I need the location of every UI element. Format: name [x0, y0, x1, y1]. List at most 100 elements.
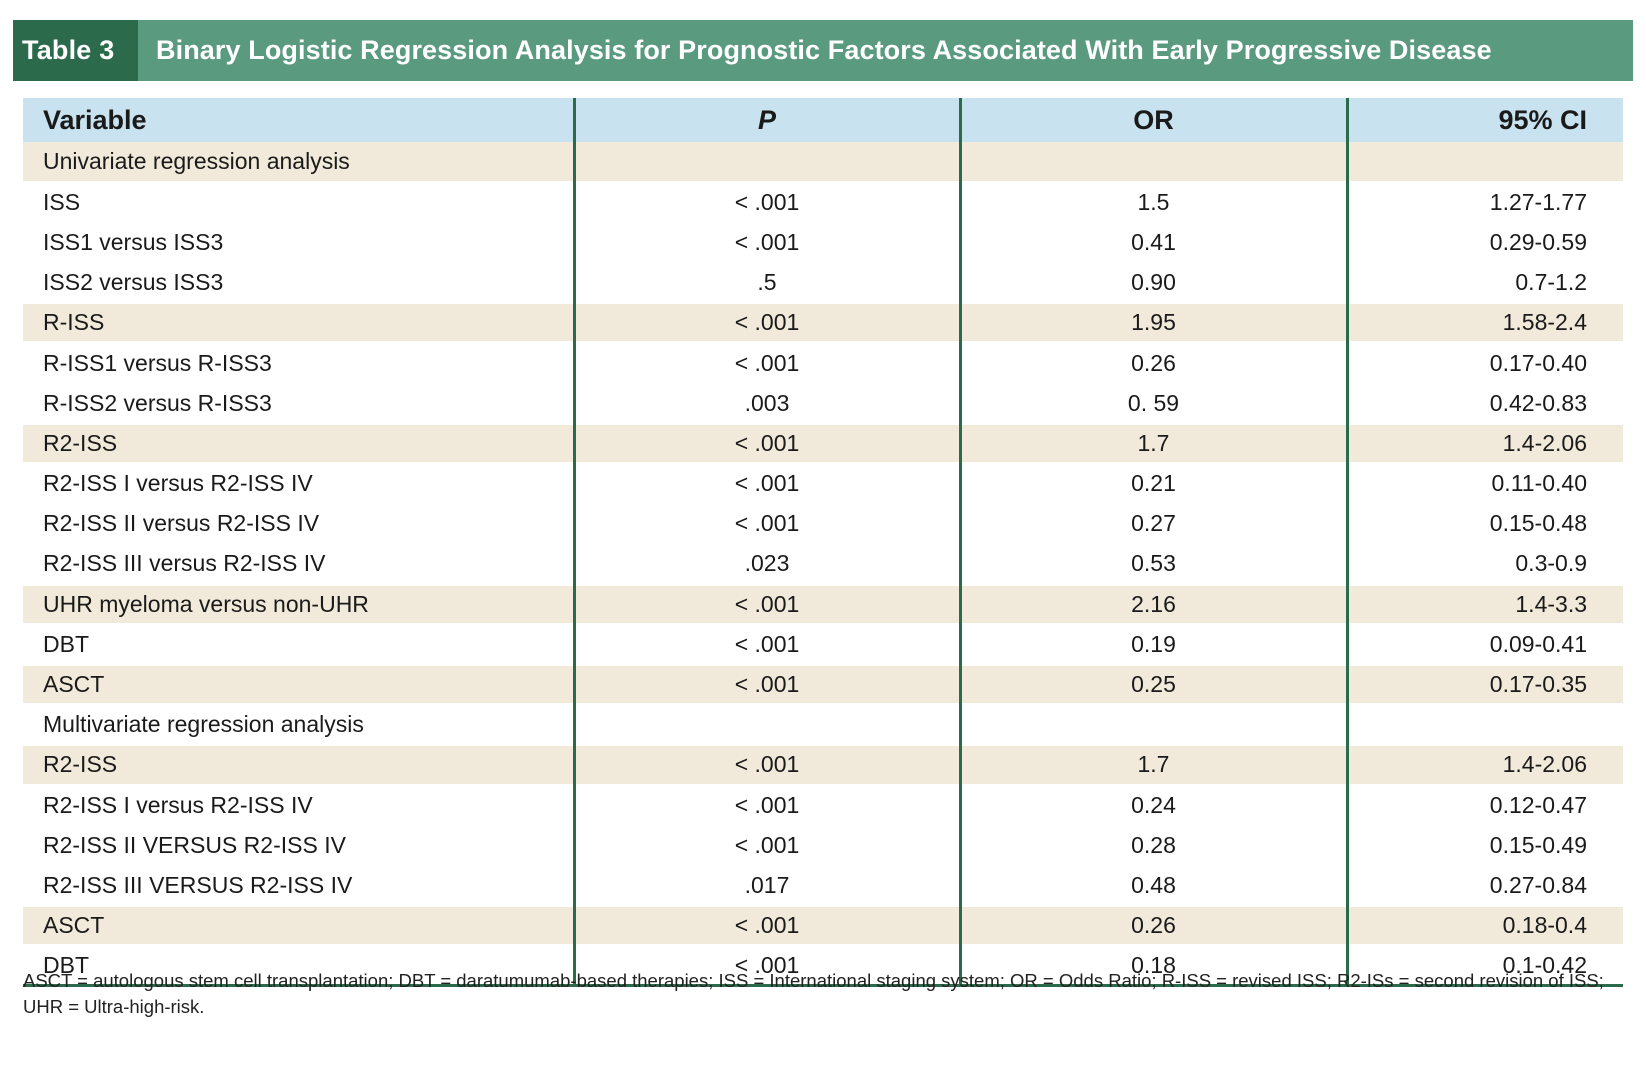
cell-p-value: .017: [574, 865, 962, 906]
cell-variable: R2-ISS: [23, 744, 576, 785]
cell-odds-ratio: 1.7: [960, 423, 1349, 464]
cell-confidence-interval: 0.12-0.47: [1489, 791, 1587, 818]
table-row: R-ISS2 versus R-ISS3.003 0. 59 0.42-0.83: [23, 383, 1623, 424]
cell-confidence-interval: 0.18-0.4: [1502, 912, 1587, 939]
table-body: Univariate regression analysis ISS < .001 1…: [23, 142, 1623, 988]
cell-p-value: < .001: [574, 302, 962, 343]
table-row: R2-ISS < .001 1.7 1.4-2.06: [23, 423, 1623, 464]
table-title-bar: Table 3 Binary Logistic Regression Analy…: [13, 20, 1633, 81]
table-row: R-ISS < .001 1.95 1.58-2.4: [23, 302, 1623, 343]
cell-odds-ratio: 0.26: [960, 342, 1349, 384]
cell-confidence-interval: 0.3-0.9: [1515, 550, 1587, 577]
table-row: R2-ISS I versus R2-ISS IV < .001 0.21 0.11-…: [23, 463, 1623, 504]
cell-p-value: < .001: [574, 785, 962, 826]
cell-confidence-interval: 0.11-0.40: [1491, 470, 1587, 497]
cell-p-value: < .001: [574, 584, 962, 625]
cell-confidence-interval: 1.4-3.3: [1515, 590, 1587, 617]
cell-variable: ISS2 versus ISS3: [23, 262, 576, 303]
cell-variable: R2-ISS I versus R2-ISS IV: [23, 785, 576, 826]
cell-confidence-interval: 0.42-0.83: [1489, 389, 1587, 416]
table-row: DBT < .001 0.19 0.09-0.41: [23, 624, 1623, 665]
cell-variable: Univariate regression analysis: [23, 142, 576, 183]
cell-variable: ASCT: [23, 905, 576, 946]
cell-confidence-interval: 0.27-0.84: [1489, 871, 1587, 898]
cell-odds-ratio: 0.53: [960, 543, 1349, 585]
cell-p-value: .003: [574, 383, 962, 424]
cell-p-value: .5: [574, 262, 962, 303]
cell-confidence-interval: 0.15-0.48: [1489, 510, 1587, 537]
table-header-row: Variable P OR 95% CI: [23, 98, 1623, 142]
cell-confidence-interval: 1.27-1.77: [1489, 188, 1587, 215]
cell-odds-ratio: 0.24: [960, 785, 1349, 826]
cell-p-value: [574, 704, 962, 745]
column-header-or: OR: [960, 98, 1349, 142]
column-header-p: P: [574, 98, 962, 142]
cell-p-value: < .001: [574, 342, 962, 384]
cell-variable: R2-ISS III versus R2-ISS IV: [23, 543, 576, 585]
cell-confidence-interval: 1.4-2.06: [1502, 429, 1587, 456]
cell-p-value: < .001: [574, 664, 962, 705]
cell-p-value: < .001: [574, 222, 962, 263]
cell-odds-ratio: 0.18: [960, 945, 1349, 988]
table-row: ASCT < .001 0.26 0.18-0.4: [23, 905, 1623, 946]
table-row: R2-ISS II versus R2-ISS IV < .001 0.27 0.15…: [23, 503, 1623, 544]
cell-odds-ratio: 1.5: [960, 182, 1349, 223]
cell-confidence-interval: 0.29-0.59: [1489, 228, 1587, 255]
cell-odds-ratio: [960, 704, 1349, 745]
cell-odds-ratio: 0.48: [960, 865, 1349, 906]
cell-p-value: < .001: [574, 905, 962, 946]
cell-variable: DBT: [23, 624, 576, 665]
cell-variable: ISS: [23, 182, 576, 223]
cell-p-value: .023: [574, 543, 962, 585]
cell-odds-ratio: 0.26: [960, 905, 1349, 946]
table-title: Binary Logistic Regression Analysis for …: [156, 35, 1492, 65]
cell-variable: R2-ISS I versus R2-ISS IV: [23, 463, 576, 504]
table-footnote: ASCT = autologous stem cell transplantat…: [23, 970, 1604, 1017]
cell-confidence-interval: 0.7-1.2: [1515, 269, 1587, 296]
table-row: R2-ISS I versus R2-ISS IV < .001 0.24 0.12-…: [23, 785, 1623, 826]
cell-variable: R2-ISS III VERSUS R2-ISS IV: [23, 865, 576, 906]
cell-confidence-interval: 0.15-0.49: [1489, 831, 1587, 858]
cell-confidence-interval: 1.58-2.4: [1502, 309, 1587, 336]
cell-confidence-interval: 0.17-0.35: [1489, 671, 1587, 698]
table-row: Multivariate regression analysis: [23, 704, 1623, 745]
table-label: Table 3: [13, 20, 138, 81]
cell-confidence-interval: 0.09-0.41: [1489, 630, 1587, 657]
cell-confidence-interval: [1347, 705, 1623, 745]
table-row: ISS2 versus ISS3.5 0.90 0.7-1.2: [23, 262, 1623, 303]
cell-p-value: < .001: [574, 503, 962, 544]
column-header-ci: 95% CI: [1498, 104, 1587, 135]
cell-odds-ratio: 1.7: [960, 744, 1349, 785]
cell-variable: R2-ISS II VERSUS R2-ISS IV: [23, 825, 576, 866]
column-header-variable: Variable: [23, 98, 576, 142]
table-row: R2-ISS < .001 1.7 1.4-2.06: [23, 744, 1623, 785]
cell-variable: DBT: [23, 945, 576, 988]
cell-variable: ASCT: [23, 664, 576, 705]
cell-odds-ratio: 0.90: [960, 262, 1349, 303]
table-row: DBT < .001 0.18 0.1-0.42: [23, 945, 1623, 988]
cell-odds-ratio: [960, 142, 1349, 183]
cell-odds-ratio: 0.19: [960, 624, 1349, 665]
cell-p-value: < .001: [574, 624, 962, 665]
cell-odds-ratio: 2.16: [960, 584, 1349, 625]
table-row: R2-ISS III VERSUS R2-ISS IV .017 0.48 0.27-…: [23, 865, 1623, 906]
regression-table: Variable P OR 95% CI Univariate regressi…: [23, 98, 1623, 988]
table-row: ISS1 versus ISS3 < .001 0.41 0.29-0.59: [23, 222, 1623, 263]
cell-p-value: < .001: [574, 744, 962, 785]
cell-odds-ratio: 0.21: [960, 463, 1349, 504]
cell-variable: UHR myeloma versus non-UHR: [23, 584, 576, 625]
cell-odds-ratio: 0.27: [960, 503, 1349, 544]
table-row: Univariate regression analysis: [23, 142, 1623, 183]
cell-variable: R-ISS1 versus R-ISS3: [23, 342, 576, 384]
table-row: UHR myeloma versus non-UHR < .001 2.16 1.4-…: [23, 584, 1623, 625]
table-row: R2-ISS II VERSUS R2-ISS IV < .001 0.28 0.15…: [23, 825, 1623, 866]
cell-variable: ISS1 versus ISS3: [23, 222, 576, 263]
cell-variable: R2-ISS: [23, 423, 576, 464]
table-row: R-ISS1 versus R-ISS3 < .001 0.26 0.17-0.40: [23, 342, 1623, 384]
cell-confidence-interval: 0.17-0.40: [1489, 349, 1587, 376]
cell-p-value: < .001: [574, 945, 962, 988]
cell-variable: Multivariate regression analysis: [23, 704, 576, 745]
cell-p-value: < .001: [574, 423, 962, 464]
cell-variable: R2-ISS II versus R2-ISS IV: [23, 503, 576, 544]
cell-p-value: < .001: [574, 825, 962, 866]
